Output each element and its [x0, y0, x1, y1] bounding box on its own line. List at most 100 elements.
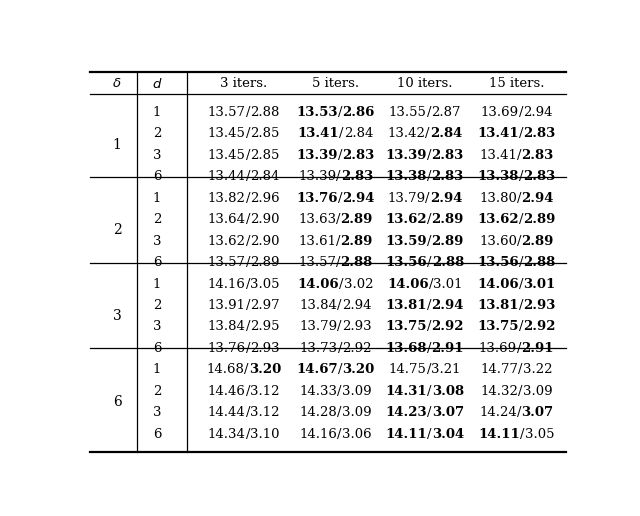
Text: 2.92: 2.92 — [524, 320, 556, 333]
Text: 2.85: 2.85 — [250, 127, 280, 140]
Text: 13.62: 13.62 — [208, 235, 246, 248]
Text: /: / — [246, 192, 250, 205]
Text: /: / — [337, 342, 342, 355]
Text: 2.89: 2.89 — [524, 213, 556, 226]
Text: /: / — [246, 320, 250, 333]
Text: 2.84: 2.84 — [250, 170, 280, 183]
Text: 13.57: 13.57 — [208, 256, 246, 269]
Text: 6: 6 — [152, 256, 161, 269]
Text: /: / — [517, 342, 522, 355]
Text: 14.44: 14.44 — [208, 406, 246, 420]
Text: 14.68: 14.68 — [206, 363, 244, 376]
Text: /: / — [337, 385, 342, 398]
Text: /: / — [246, 278, 250, 291]
Text: 14.31: 14.31 — [385, 385, 428, 398]
Text: 14.34: 14.34 — [208, 428, 246, 441]
Text: /: / — [244, 363, 249, 376]
Text: 13.82: 13.82 — [208, 192, 246, 205]
Text: /: / — [427, 235, 431, 248]
Text: /: / — [336, 256, 340, 269]
Text: /: / — [428, 406, 432, 420]
Text: 3 iters.: 3 iters. — [220, 77, 268, 90]
Text: 6: 6 — [152, 428, 161, 441]
Text: /: / — [246, 106, 250, 119]
Text: 14.46: 14.46 — [208, 385, 246, 398]
Text: 2.87: 2.87 — [431, 106, 461, 119]
Text: 2.83: 2.83 — [524, 127, 556, 140]
Text: 1: 1 — [113, 138, 122, 152]
Text: 2: 2 — [153, 299, 161, 312]
Text: 3.12: 3.12 — [250, 406, 280, 420]
Text: 3.12: 3.12 — [250, 385, 280, 398]
Text: /: / — [337, 299, 342, 312]
Text: 3.04: 3.04 — [432, 428, 464, 441]
Text: 13.61: 13.61 — [298, 235, 336, 248]
Text: /: / — [428, 385, 432, 398]
Text: 2.83: 2.83 — [431, 149, 464, 162]
Text: /: / — [519, 278, 524, 291]
Text: /: / — [246, 170, 250, 183]
Text: 2: 2 — [153, 385, 161, 398]
Text: 13.41: 13.41 — [298, 127, 339, 140]
Text: /: / — [427, 170, 431, 183]
Text: /: / — [246, 256, 250, 269]
Text: /: / — [427, 342, 431, 355]
Text: 13.79: 13.79 — [300, 320, 337, 333]
Text: 13.59: 13.59 — [385, 235, 427, 248]
Text: 2: 2 — [153, 213, 161, 226]
Text: 2.95: 2.95 — [250, 320, 280, 333]
Text: /: / — [246, 428, 250, 441]
Text: 13.64: 13.64 — [208, 213, 246, 226]
Text: /: / — [517, 235, 522, 248]
Text: 14.32: 14.32 — [481, 385, 518, 398]
Text: 2.89: 2.89 — [431, 235, 464, 248]
Text: 3.09: 3.09 — [523, 385, 552, 398]
Text: 2.91: 2.91 — [522, 342, 554, 355]
Text: /: / — [337, 320, 342, 333]
Text: /: / — [336, 235, 340, 248]
Text: /: / — [519, 127, 524, 140]
Text: 13.56: 13.56 — [477, 256, 519, 269]
Text: /: / — [246, 385, 250, 398]
Text: /: / — [338, 363, 342, 376]
Text: /: / — [427, 213, 431, 226]
Text: 2.84: 2.84 — [429, 127, 462, 140]
Text: 13.39: 13.39 — [298, 170, 336, 183]
Text: 2.89: 2.89 — [250, 256, 280, 269]
Text: 1: 1 — [153, 106, 161, 119]
Text: 2.89: 2.89 — [431, 213, 464, 226]
Text: 14.23: 14.23 — [385, 406, 428, 420]
Text: 3.01: 3.01 — [433, 278, 463, 291]
Text: 13.75: 13.75 — [385, 320, 427, 333]
Text: 3.02: 3.02 — [344, 278, 373, 291]
Text: 15 iters.: 15 iters. — [489, 77, 544, 90]
Text: 2.94: 2.94 — [430, 192, 462, 205]
Text: 10 iters.: 10 iters. — [397, 77, 452, 90]
Text: 13.80: 13.80 — [479, 192, 517, 205]
Text: 14.06: 14.06 — [477, 278, 519, 291]
Text: 3.09: 3.09 — [342, 406, 371, 420]
Text: 3.08: 3.08 — [432, 385, 464, 398]
Text: 14.16: 14.16 — [300, 428, 337, 441]
Text: 13.38: 13.38 — [477, 170, 519, 183]
Text: 1: 1 — [153, 278, 161, 291]
Text: 2.83: 2.83 — [524, 170, 556, 183]
Text: 14.75: 14.75 — [388, 363, 427, 376]
Text: 13.39: 13.39 — [385, 149, 427, 162]
Text: 14.06: 14.06 — [387, 278, 429, 291]
Text: /: / — [425, 127, 429, 140]
Text: /: / — [517, 149, 522, 162]
Text: 13.75: 13.75 — [477, 320, 519, 333]
Text: 2.83: 2.83 — [340, 170, 373, 183]
Text: 3.22: 3.22 — [523, 363, 552, 376]
Text: 14.28: 14.28 — [300, 406, 337, 420]
Text: 14.16: 14.16 — [208, 278, 246, 291]
Text: 2.97: 2.97 — [250, 299, 280, 312]
Text: 3: 3 — [113, 309, 122, 323]
Text: /: / — [429, 278, 433, 291]
Text: 3.10: 3.10 — [250, 428, 280, 441]
Text: 14.11: 14.11 — [385, 428, 428, 441]
Text: 13.63: 13.63 — [298, 213, 336, 226]
Text: /: / — [427, 106, 431, 119]
Text: /: / — [246, 342, 250, 355]
